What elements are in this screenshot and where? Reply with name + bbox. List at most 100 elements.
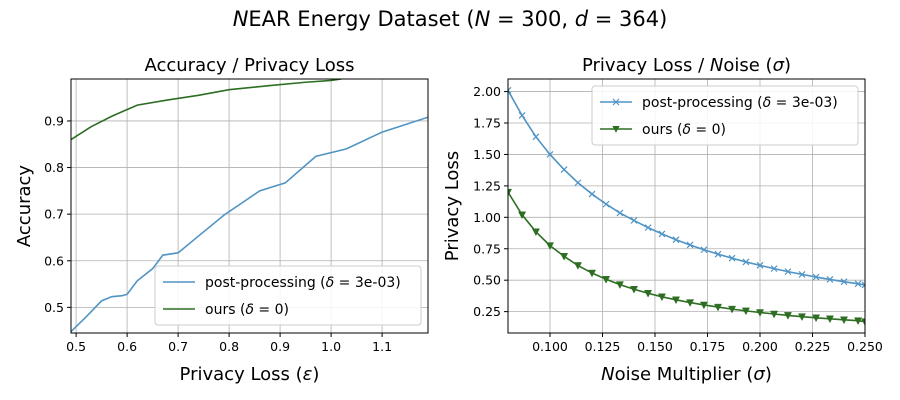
data-point-ours: [615, 281, 624, 289]
data-point-post-processing: [742, 258, 750, 266]
chart-title: Accuracy / Privacy Loss: [144, 55, 354, 76]
x-tick-label: 1.0: [321, 339, 341, 354]
y-tick-label: 0.9: [44, 113, 64, 128]
legend-marker: [612, 98, 620, 106]
y-tick-label: 0.50: [473, 273, 501, 288]
x-tick-label: 0.225: [795, 339, 831, 354]
data-point-ours: [783, 312, 792, 320]
data-point-ours: [797, 313, 807, 321]
data-point-post-processing: [658, 230, 666, 238]
series-line-ours: [508, 191, 865, 323]
data-point-post-processing: [644, 224, 652, 232]
chart-privacy-loss-vs-noise: 0.100 0.125 0.150 0.175 0.200 0.225 0.250 0.25 0…: [442, 55, 883, 385]
data-point-ours: [671, 296, 681, 305]
data-point-post-processing: [798, 270, 806, 278]
data-point-ours: [573, 262, 582, 270]
data-point-ours: [657, 293, 666, 302]
data-point-ours: [713, 303, 723, 312]
figure-suptitle: NEAR Energy Dataset (N = 300, d = 364): [233, 7, 668, 31]
data-point-post-processing: [812, 273, 820, 281]
data-point-ours: [545, 242, 555, 250]
y-tick-label: 0.7: [44, 207, 64, 222]
legend-label: post-processing (δ = 3e-03): [205, 275, 401, 291]
data-point-ours: [755, 309, 765, 317]
data-point-post-processing: [574, 179, 582, 187]
y-tick-label: 0.8: [44, 160, 64, 175]
data-point-post-processing: [672, 236, 680, 244]
y-tick-label: 2.00: [473, 84, 501, 99]
legend-marker: [612, 126, 620, 133]
data-point-post-processing: [546, 151, 554, 158]
data-point-post-processing: [714, 250, 722, 258]
data-point-ours: [644, 290, 653, 298]
data-point-ours: [770, 310, 779, 319]
x-axis-label: Noise Multiplier (σ): [601, 364, 772, 385]
data-point-ours: [728, 305, 737, 314]
x-tick-label: 0.250: [847, 339, 883, 354]
y-tick-label: 0.5: [44, 300, 64, 315]
data-point-post-processing: [700, 246, 708, 254]
x-tick-label: 0.175: [690, 339, 726, 354]
data-point-post-processing: [616, 209, 624, 217]
data-point-ours: [854, 317, 863, 326]
legend-box: [591, 85, 859, 146]
data-point-ours: [839, 316, 849, 325]
plot-area: [71, 79, 428, 333]
data-point-ours: [741, 307, 750, 316]
x-tick-label: 0.9: [270, 339, 290, 354]
data-point-ours: [860, 318, 865, 327]
y-tick-label: 0.75: [473, 241, 501, 256]
legend: post-processing (δ = 3e-03) ours (δ = 0): [591, 85, 859, 146]
data-point-ours: [686, 299, 695, 307]
data-point-ours: [629, 285, 639, 294]
data-point-post-processing: [728, 254, 736, 262]
data-point-post-processing: [588, 190, 596, 198]
data-point-post-processing: [826, 276, 834, 283]
legend-label: ours (δ = 0): [205, 302, 289, 318]
data-point-post-processing: [770, 265, 778, 273]
y-axis-label: Accuracy: [14, 165, 35, 248]
data-point-ours: [602, 276, 611, 284]
x-tick-label: 0.7: [168, 339, 188, 354]
y-tick-label: 0.25: [473, 304, 501, 319]
data-point-ours: [518, 211, 527, 220]
legend-label: post-processing (δ = 3e-03): [642, 95, 838, 111]
axes-frame: [70, 78, 429, 334]
x-tick-label: 0.5: [66, 339, 86, 354]
x-tick-label: 0.150: [637, 339, 673, 354]
data-point-post-processing: [756, 261, 764, 269]
data-point-post-processing: [854, 280, 862, 288]
data-point-post-processing: [508, 86, 512, 94]
legend: post-processing (δ = 3e-03) ours (δ = 0): [154, 265, 422, 326]
y-axis-label: Privacy Loss: [442, 151, 463, 261]
axes-frame: [507, 78, 866, 334]
x-tick-label: 0.6: [117, 339, 137, 354]
series-line-post-processing: [71, 116, 428, 333]
x-tick-label: 0.100: [532, 339, 568, 354]
data-point-post-processing: [630, 217, 638, 224]
chart-title: Privacy Loss / Noise (σ): [582, 55, 791, 76]
data-point-post-processing: [861, 281, 865, 289]
plot-area: [508, 86, 865, 327]
legend-label: ours (δ = 0): [642, 122, 726, 138]
x-tick-label: 0.125: [585, 339, 621, 354]
legend-box: [154, 265, 422, 326]
data-point-post-processing: [518, 112, 526, 119]
series-line-ours: [71, 79, 342, 141]
data-point-ours: [560, 253, 569, 261]
x-tick-label: 0.8: [219, 339, 239, 354]
x-tick-label: 0.200: [742, 339, 778, 354]
data-point-ours: [531, 228, 540, 237]
data-point-post-processing: [686, 241, 694, 249]
y-tick-label: 1.75: [473, 116, 501, 131]
data-point-ours: [825, 315, 834, 324]
data-point-post-processing: [784, 268, 792, 276]
data-point-ours: [699, 301, 708, 310]
data-point-post-processing: [602, 200, 610, 208]
data-point-ours: [508, 188, 513, 197]
y-tick-label: 1.25: [473, 178, 501, 193]
y-tick-label: 1.00: [473, 210, 501, 225]
data-point-post-processing: [840, 278, 848, 286]
grid: [71, 79, 428, 333]
